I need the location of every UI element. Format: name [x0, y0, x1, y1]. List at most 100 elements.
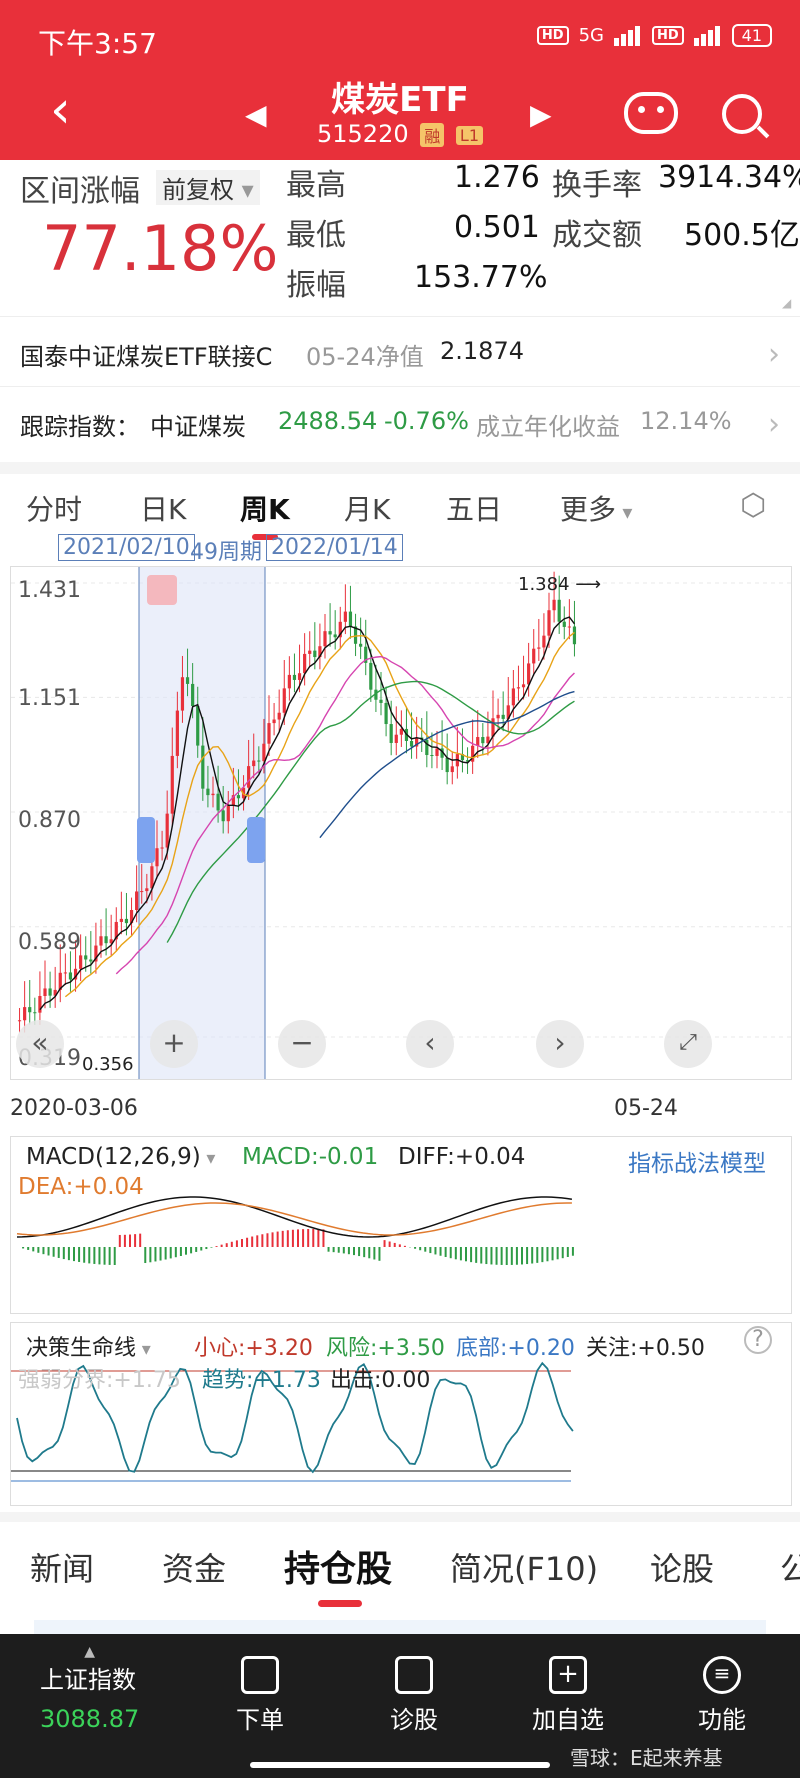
- tab-intraday[interactable]: 分时: [26, 493, 83, 526]
- scroll-left-button[interactable]: ‹: [406, 1020, 454, 1068]
- ma10-line: [64, 631, 575, 998]
- tab-five-day[interactable]: 五日: [446, 493, 503, 526]
- fullscreen-icon[interactable]: ⤢: [664, 1020, 712, 1068]
- next-stock-icon[interactable]: ▶: [530, 98, 552, 131]
- amount-value: 500.5亿: [684, 218, 800, 253]
- macd-bar: [515, 1247, 518, 1265]
- zoom-out-button[interactable]: −: [278, 1020, 326, 1068]
- macd-bar: [149, 1247, 152, 1263]
- nav-order[interactable]: 下单: [236, 1656, 284, 1735]
- amount-label: 成交额: [552, 218, 642, 253]
- macd-bar: [414, 1247, 417, 1249]
- macd-bar: [347, 1247, 350, 1255]
- diagnose-icon: [395, 1656, 433, 1694]
- low-label: 最低: [286, 218, 346, 253]
- candle-body: [567, 626, 571, 628]
- candle-body: [94, 945, 98, 962]
- nav-diagnose[interactable]: 诊股: [390, 1656, 438, 1735]
- index-label: 跟踪指数：: [20, 413, 140, 441]
- expand-corner-icon[interactable]: ◢: [782, 296, 792, 310]
- tab-news[interactable]: 新闻: [30, 1550, 95, 1588]
- tab-funds[interactable]: 资金: [162, 1550, 227, 1588]
- macd-bar: [276, 1231, 279, 1247]
- candle-body: [562, 621, 566, 627]
- candle-body: [160, 847, 164, 849]
- signal-bars-icon-2: [693, 25, 722, 46]
- lifeline-selector[interactable]: 决策生命线 ▾: [26, 1330, 151, 1362]
- macd-bar: [215, 1246, 218, 1247]
- macd-bar: [195, 1247, 198, 1252]
- macd-bar: [353, 1247, 355, 1256]
- candle-body: [297, 673, 302, 680]
- nav-add-watch-label: 加自选: [532, 1706, 604, 1734]
- tab-more[interactable]: 更多 ▾: [560, 488, 632, 528]
- macd-bar: [368, 1247, 371, 1259]
- nav-functions[interactable]: ≡ 功能: [698, 1656, 746, 1735]
- kline-chart[interactable]: [10, 566, 792, 1080]
- settings-hex-icon[interactable]: ⬡: [740, 488, 767, 523]
- candle-body: [353, 626, 358, 644]
- lifeline-risk: 风险:+3.50: [326, 1336, 445, 1361]
- candle-body: [109, 939, 113, 944]
- tab-daily-k[interactable]: 日K: [140, 493, 187, 526]
- macd-bar: [531, 1247, 534, 1264]
- linked-fund-row[interactable]: 国泰中证煤炭ETF联接C 05-24净值 2.1874 ›: [0, 316, 800, 385]
- macd-bar: [495, 1247, 498, 1265]
- macd-bar: [419, 1247, 422, 1251]
- candle-body: [277, 712, 281, 720]
- tab-monthly-k[interactable]: 月K: [344, 493, 391, 526]
- candle-body: [23, 1007, 27, 1021]
- candle-body: [323, 631, 327, 647]
- candle-body: [542, 635, 546, 648]
- range-end-date[interactable]: 2022/01/14: [266, 534, 403, 561]
- tab-discussion[interactable]: 论股: [650, 1550, 715, 1588]
- tab-overview-f10[interactable]: 简况(F10): [450, 1550, 599, 1588]
- macd-bar: [561, 1247, 564, 1259]
- stats-panel: 区间涨幅 前复权 ▾ 77.18% 最高 1.276 最低 0.501 振幅 1…: [0, 160, 800, 310]
- tab-holdings[interactable]: 持仓股: [284, 1549, 393, 1590]
- candle-body: [343, 611, 347, 622]
- macd-selector[interactable]: MACD(12,26,9) ▾: [26, 1144, 215, 1170]
- candle-body: [221, 810, 225, 822]
- candle-body: [511, 688, 515, 706]
- macd-bar: [52, 1247, 55, 1257]
- scroll-right-button[interactable]: ›: [536, 1020, 584, 1068]
- candle-body: [104, 936, 108, 944]
- zoom-in-button[interactable]: +: [150, 1020, 198, 1068]
- nav-add-watch[interactable]: + 加自选: [532, 1656, 604, 1735]
- candle-body: [527, 663, 531, 685]
- tracking-index-row[interactable]: 跟踪指数： 中证煤炭 2488.54 -0.76% 成立年化收益 12.14% …: [0, 386, 800, 455]
- macd-dea: DEA:+0.04: [18, 1174, 144, 1200]
- tab-announcement[interactable]: 公: [780, 1550, 800, 1588]
- robot-assistant-icon[interactable]: [624, 92, 678, 134]
- range-start-date[interactable]: 2021/02/10: [58, 534, 195, 561]
- candle-body: [516, 687, 521, 689]
- macd-bar: [129, 1234, 131, 1247]
- back-chevron-icon[interactable]: ‹: [50, 80, 71, 140]
- macd-bar: [434, 1247, 437, 1255]
- amp-value: 153.77%: [414, 260, 548, 295]
- adjust-dropdown[interactable]: 前复权 ▾: [156, 170, 260, 205]
- macd-bar: [235, 1240, 238, 1247]
- indicator-model-link[interactable]: 指标战法模型: [628, 1151, 766, 1177]
- candle-body: [226, 805, 230, 822]
- dropdown-icon: ▾: [136, 1339, 151, 1360]
- nav-index[interactable]: ▲ 上证指数 3088.87: [40, 1644, 139, 1733]
- tab-weekly-k[interactable]: 周K: [240, 493, 290, 526]
- low-annotation: 0.356: [82, 1054, 134, 1075]
- amp-label: 振幅: [286, 268, 346, 303]
- nav-diagnose-label: 诊股: [390, 1706, 438, 1734]
- candle-body: [532, 648, 536, 664]
- candle-body: [409, 740, 414, 747]
- help-icon[interactable]: ?: [744, 1326, 772, 1354]
- candle-body: [415, 737, 419, 747]
- candle-body: [99, 936, 103, 946]
- candle-body: [547, 610, 551, 636]
- search-icon[interactable]: [722, 94, 762, 134]
- prev-stock-icon[interactable]: ◀: [245, 98, 267, 131]
- y-tick-3: 0.870: [18, 808, 81, 833]
- candle-body: [119, 918, 123, 922]
- scroll-left-fast-icon[interactable]: «: [16, 1020, 64, 1068]
- status-bar: 下午3:57 HD 5G HD 41: [0, 0, 800, 80]
- macd-bar: [403, 1245, 406, 1247]
